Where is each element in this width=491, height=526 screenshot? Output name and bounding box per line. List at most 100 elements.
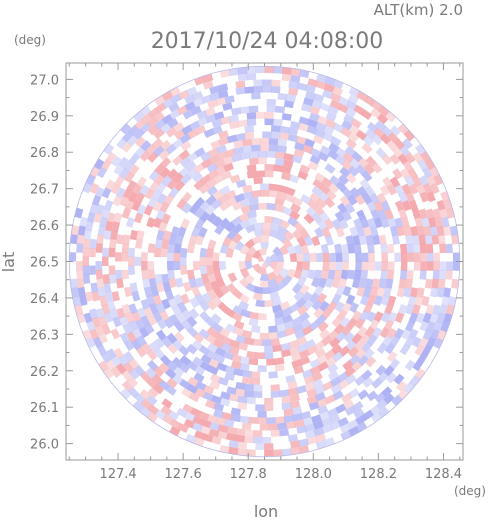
radar-cell (242, 191, 253, 200)
radar-cell (202, 391, 214, 402)
radar-cell (141, 342, 152, 354)
radar-cell (161, 175, 173, 187)
radar-cell (332, 79, 344, 90)
radar-cell (264, 352, 274, 360)
radar-cell (351, 333, 363, 345)
radar-cell (168, 410, 180, 421)
radar-cell (307, 118, 318, 128)
radar-cell (331, 343, 343, 355)
radar-cell (243, 390, 254, 398)
radar-cell (226, 426, 237, 435)
radar-cell (165, 126, 177, 138)
radar-cell (316, 398, 328, 408)
radar-cell (313, 285, 324, 297)
radar-cell (309, 252, 317, 262)
radar-cell (172, 373, 184, 385)
radar-cell (162, 281, 172, 293)
radar-cell (224, 148, 236, 158)
radar-cell (290, 446, 301, 455)
radar-cell (359, 294, 370, 306)
radar-cell (379, 184, 390, 197)
radar-cell (188, 234, 198, 246)
radar-cell (237, 402, 248, 410)
radar-cell (110, 366, 122, 379)
radar-cell (124, 311, 135, 323)
radar-cell (178, 89, 190, 100)
radar-cell (302, 417, 314, 426)
radar-cell (181, 191, 193, 203)
radar-cell (294, 419, 305, 428)
radar-cell (108, 265, 116, 275)
radar-cell (219, 397, 231, 407)
radar-cell (359, 333, 371, 345)
radar-cell (345, 294, 356, 306)
radar-cell (235, 87, 246, 95)
radar-cell (183, 418, 195, 429)
radar-cell (116, 278, 124, 289)
radar-cell (320, 243, 329, 254)
radar-cell (443, 313, 453, 324)
radar-cell (276, 232, 287, 243)
radar-cell (96, 166, 108, 179)
radar-cell (121, 208, 131, 219)
radar-cell (309, 320, 321, 331)
radar-cell (323, 125, 335, 136)
radar-cell (212, 252, 220, 262)
radar-cell (341, 120, 353, 131)
radar-cell (288, 87, 299, 96)
radar-cell (314, 347, 327, 359)
radar-cell (218, 130, 229, 140)
radar-cell (246, 449, 256, 457)
radar-cell (96, 234, 105, 245)
radar-cell (406, 270, 414, 280)
radar-cell (401, 328, 412, 340)
radar-cell (264, 299, 274, 308)
radar-cell (160, 123, 172, 134)
radar-cell (341, 324, 353, 336)
radar-cell (439, 304, 448, 315)
y-tick-label: 27.0 (30, 73, 59, 88)
radar-cell (389, 153, 401, 165)
radar-cell (289, 210, 301, 221)
radar-cell (266, 417, 276, 424)
radar-cell (97, 225, 106, 236)
radar-cell (377, 406, 390, 418)
radar-cell (282, 314, 293, 324)
radar-cell (405, 320, 415, 332)
radar-cell (414, 216, 424, 228)
radar-cell (218, 261, 227, 271)
radar-cell (369, 318, 380, 331)
radar-cell (143, 204, 154, 216)
radar-cell (255, 66, 265, 74)
radar-cell (338, 379, 350, 390)
radar-cell (161, 213, 171, 225)
radar-cell (257, 151, 268, 158)
radar-cell (416, 287, 425, 298)
radar-cell (89, 247, 97, 258)
radar-cell (233, 139, 244, 149)
radar-cell (121, 141, 133, 153)
radar-cell (268, 138, 279, 146)
radar-cell (159, 167, 171, 179)
radar-cell (246, 396, 256, 405)
radar-cell (89, 308, 98, 320)
radar-cell (345, 235, 354, 246)
radar-cell (276, 280, 287, 291)
radar-cell (415, 312, 425, 324)
radar-cell (255, 111, 265, 119)
radar-cell (419, 243, 427, 254)
radar-cell (362, 135, 374, 147)
radar-cell (280, 172, 292, 181)
radar-cell (103, 229, 112, 240)
radar-cell (220, 116, 231, 125)
radar-cell (331, 316, 343, 328)
radar-cell (186, 360, 198, 371)
radar-cell (407, 167, 418, 180)
radar-cell (134, 364, 146, 377)
x-tick-label: 128.2 (360, 467, 397, 482)
radar-cell (214, 287, 225, 299)
radar-cell (443, 225, 452, 236)
radar-cell (259, 423, 269, 431)
radar-cell (387, 217, 397, 228)
radar-cell (128, 319, 138, 331)
